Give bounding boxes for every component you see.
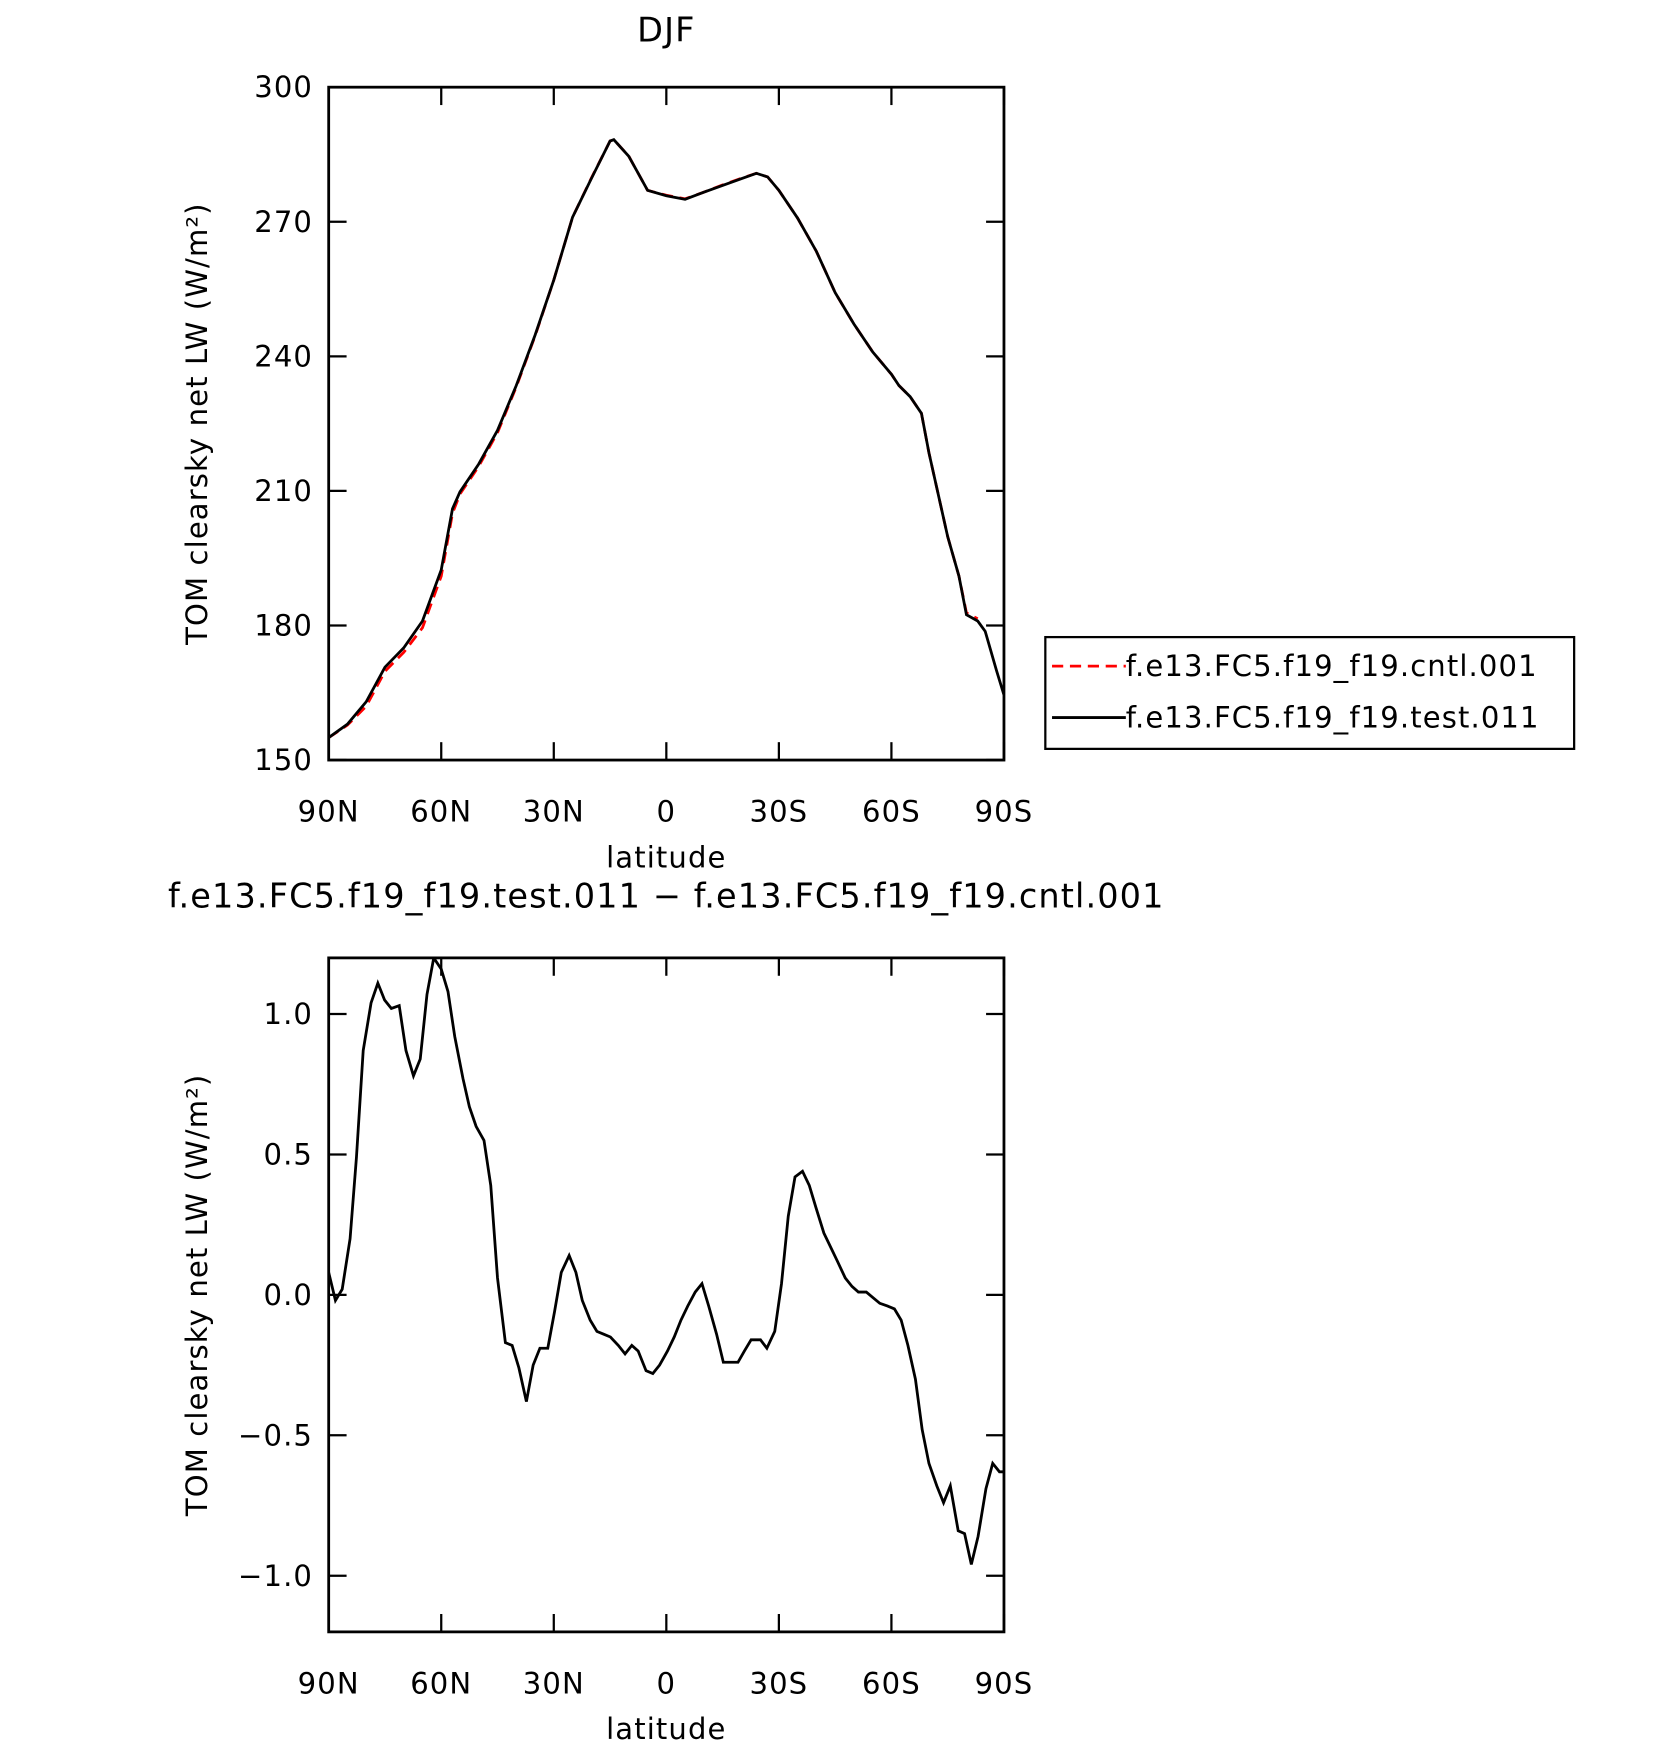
data-line xyxy=(328,957,1004,1565)
x-tick-label: 60S xyxy=(862,1666,921,1700)
x-tick-label: 90S xyxy=(975,795,1034,829)
y-tick-label: 150 xyxy=(254,743,313,777)
chart-title: DJF xyxy=(637,10,695,49)
x-tick-label: 30S xyxy=(749,1666,808,1700)
y-tick-label: 0.0 xyxy=(263,1278,313,1312)
x-tick-label: 60N xyxy=(410,1666,472,1700)
x-tick-label: 30S xyxy=(749,795,808,829)
x-tick-label: 90N xyxy=(298,1666,360,1700)
x-tick-label: 60N xyxy=(410,795,472,829)
x-tick-label: 30N xyxy=(523,795,585,829)
legend-label: f.e13.FC5.f19_f19.test.011 xyxy=(1126,701,1540,735)
x-tick-label: 90S xyxy=(975,1666,1034,1700)
x-tick-label: 90N xyxy=(298,795,360,829)
data-line xyxy=(328,138,1004,739)
y-tick-label: 240 xyxy=(254,339,313,373)
y-tick-label: 210 xyxy=(254,474,313,508)
data-line xyxy=(328,138,979,739)
legend-box xyxy=(1044,635,1576,750)
x-tick-label: 60S xyxy=(862,795,921,829)
y-axis-label: TOM clearsky net LW (W/m²) xyxy=(180,202,214,645)
x-axis-label: latitude xyxy=(606,840,726,874)
y-tick-label: 300 xyxy=(254,70,313,104)
x-tick-label: 30N xyxy=(523,1666,585,1700)
y-tick-label: 1.0 xyxy=(263,997,313,1031)
y-axis-label: TOM clearsky net LW (W/m²) xyxy=(180,1074,214,1517)
y-tick-label: −0.5 xyxy=(238,1418,313,1452)
y-tick-label: 270 xyxy=(254,205,313,239)
plot-frame xyxy=(327,85,1006,762)
y-tick-label: −1.0 xyxy=(238,1559,313,1593)
legend-label: f.e13.FC5.f19_f19.cntl.001 xyxy=(1126,649,1538,683)
plot-frame xyxy=(327,956,1006,1634)
y-tick-label: 0.5 xyxy=(263,1138,313,1172)
x-tick-label: 0 xyxy=(657,795,677,829)
x-tick-label: 0 xyxy=(657,1666,677,1700)
chart-title: f.e13.FC5.f19_f19.test.011 − f.e13.FC5.f… xyxy=(168,877,1165,916)
x-axis-label: latitude xyxy=(606,1712,726,1746)
y-tick-label: 180 xyxy=(254,609,313,643)
